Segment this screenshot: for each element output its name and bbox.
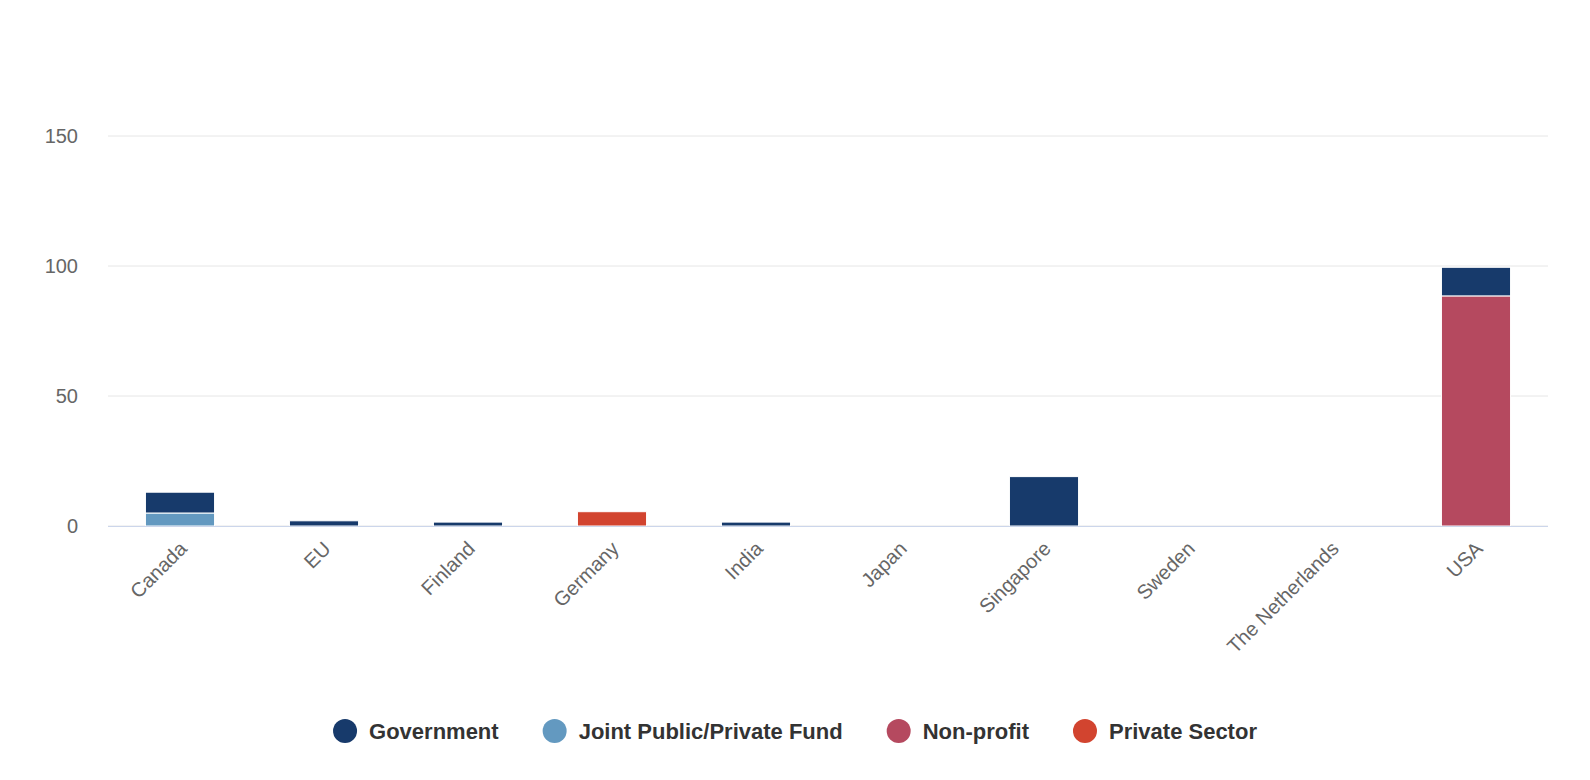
y-tick-label: 0: [67, 515, 78, 537]
legend-symbol: [333, 719, 357, 743]
x-tick-label: Canada: [126, 537, 192, 603]
legend: Government Joint Public/Private Fund Non-p…: [333, 719, 1257, 744]
x-tick-label: India: [721, 537, 768, 584]
bar: [289, 521, 358, 526]
x-tick-label: EU: [300, 537, 335, 572]
legend-label: Government: [369, 719, 499, 744]
legend-symbol: [1073, 719, 1097, 743]
bar: [577, 511, 646, 512]
x-tick-label: Germany: [549, 537, 623, 611]
legend-symbol: [887, 719, 911, 743]
bar: [577, 511, 646, 512]
grid-line: [108, 266, 1548, 267]
bar: [145, 513, 214, 526]
grid-line: [108, 136, 1548, 137]
legend-label: Non-profit: [923, 719, 1030, 744]
bar: [577, 512, 646, 526]
y-tick-label: 50: [56, 385, 78, 407]
chart: 0 50 100 150 Canada EU Finland Germany India Japa…: [0, 0, 1590, 780]
x-axis-line: [108, 526, 1548, 527]
bar: [721, 522, 790, 526]
y-tick-label: 100: [45, 255, 78, 277]
x-tick-label: Finland: [417, 537, 479, 599]
bar: [1441, 296, 1510, 526]
bar: [577, 511, 646, 512]
x-tick-label: Singapore: [975, 537, 1055, 617]
legend-label: Joint Public/Private Fund: [579, 719, 843, 744]
x-tick-label: The Netherlands: [1223, 537, 1343, 657]
x-tick-label: USA: [1442, 537, 1487, 582]
x-tick-label: Japan: [857, 537, 911, 591]
y-axis-line: [108, 136, 109, 526]
x-tick-label: Sweden: [1132, 537, 1199, 604]
legend-symbol: [543, 719, 567, 743]
grid-line: [108, 396, 1548, 397]
bar: [145, 492, 214, 513]
bar: [1441, 267, 1510, 296]
y-tick-label: 150: [45, 125, 78, 147]
bar: [1009, 477, 1078, 526]
legend-label: Private Sector: [1109, 719, 1257, 744]
bar: [433, 522, 502, 526]
